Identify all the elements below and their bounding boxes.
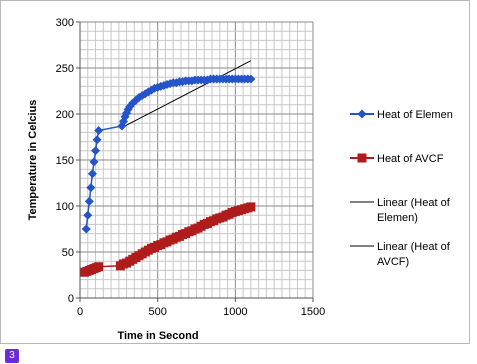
axes (76, 21, 314, 302)
y-tick-label: 250 (56, 63, 74, 75)
data-point (94, 262, 104, 272)
tick-labels: 0 50 100 150 200 250 300 0 500 1000 1500 (56, 17, 326, 318)
data-point (122, 108, 132, 118)
data-point (246, 74, 256, 84)
legend-label: Elemen) (377, 212, 418, 224)
y-tick-label: 150 (56, 155, 74, 167)
legend-entry-0: Heat of Elemen (350, 109, 453, 121)
legend-entry-2: Linear (Heat of Elemen) (350, 197, 451, 224)
data-point (83, 210, 93, 220)
data-point (87, 169, 97, 179)
page-number-badge: 3 (5, 349, 19, 363)
trendline-2 (124, 60, 252, 127)
data-point (81, 224, 91, 234)
legend-marker (357, 109, 367, 119)
series-group (80, 74, 256, 277)
grid (79, 21, 314, 299)
data-point (91, 146, 101, 156)
y-tick-label: 0 (68, 293, 74, 305)
legend: Heat of Elemen Heat of AVCF Linear (Heat o… (350, 109, 453, 268)
chart-svg: 0 50 100 150 200 250 300 0 500 1000 1500 Time in S… (27, 17, 453, 342)
data-point (246, 202, 256, 212)
y-tick-label: 300 (56, 17, 74, 29)
data-point (89, 157, 99, 167)
x-axis-title: Time in Second (117, 330, 198, 342)
legend-label: Heat of AVCF (377, 153, 444, 165)
y-tick-label: 200 (56, 109, 74, 121)
data-point (92, 135, 102, 145)
legend-label: Linear (Heat of (377, 197, 451, 209)
y-tick-label: 100 (56, 201, 74, 213)
legend-entry-1: Heat of AVCF (350, 153, 444, 165)
series-0 (81, 74, 256, 234)
legend-marker (357, 153, 367, 163)
y-axis-title: Temperature in Celcius (27, 100, 39, 221)
x-tick-label: 500 (148, 306, 166, 318)
legend-entry-3: Linear (Heat of AVCF) (350, 241, 451, 268)
legend-label: AVCF) (377, 256, 409, 268)
x-tick-label: 0 (77, 306, 83, 318)
legend-label: Linear (Heat of (377, 241, 451, 253)
x-tick-label: 1000 (223, 306, 247, 318)
data-point (94, 126, 104, 136)
data-point (84, 196, 94, 206)
x-tick-label: 1500 (301, 306, 325, 318)
data-point (86, 183, 96, 193)
series-1 (80, 202, 256, 277)
legend-label: Heat of Elemen (377, 109, 453, 121)
y-tick-label: 50 (62, 247, 74, 259)
